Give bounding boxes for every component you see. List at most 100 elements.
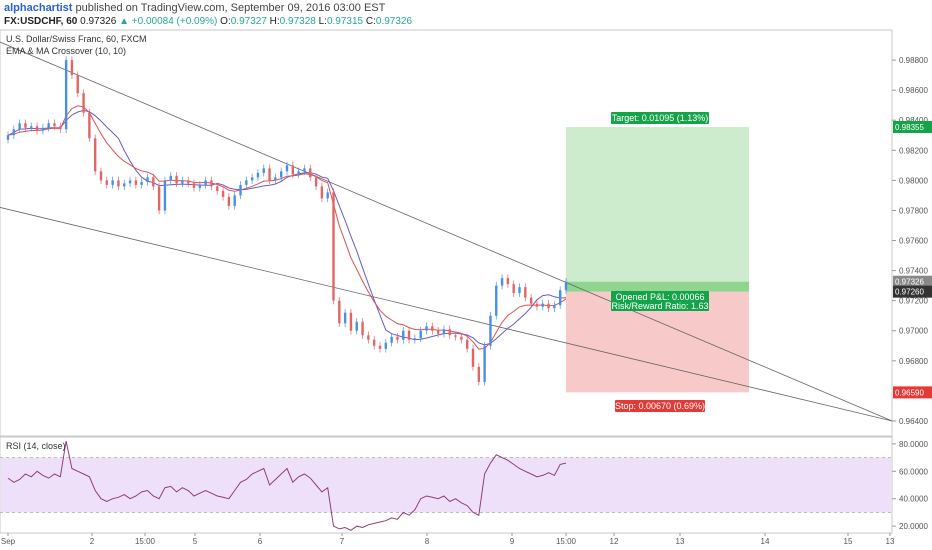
price-axis-label: 0.98000 [899, 176, 928, 185]
target-zone [566, 126, 749, 292]
candle [41, 127, 45, 131]
time-axis-label: 8 [425, 537, 430, 546]
candle [233, 195, 236, 206]
rsi-band [1, 457, 891, 513]
close-label: C: [365, 16, 376, 27]
open-label: O: [220, 16, 231, 27]
candle [59, 126, 62, 130]
candle [314, 177, 318, 187]
candle [558, 290, 562, 306]
candle [111, 180, 114, 185]
publish-line: alphachartist published on TradingView.c… [4, 2, 385, 14]
candle [419, 330, 422, 339]
candle [303, 168, 306, 172]
candle [396, 336, 399, 340]
price-axis-label: 0.98200 [899, 146, 928, 155]
ma-line [7, 109, 567, 346]
candle [524, 287, 527, 298]
candle [64, 60, 68, 130]
candle [169, 175, 172, 181]
candle [355, 321, 358, 331]
candle [245, 180, 248, 185]
candle [181, 180, 184, 184]
candle [326, 192, 329, 199]
candle [93, 138, 97, 172]
stop-label-box [615, 400, 705, 412]
candle [210, 180, 213, 187]
candle [297, 171, 300, 175]
candle [123, 183, 126, 187]
candle [547, 303, 550, 309]
time-axis-label: 5 [193, 537, 198, 546]
target-label-box [611, 112, 709, 124]
rsi-axis-label: 80.0000 [899, 440, 928, 449]
candle [152, 177, 155, 187]
candle [268, 168, 271, 181]
candle [477, 366, 481, 382]
author-link[interactable]: alphachartist [4, 2, 73, 14]
time-axis-label: 15:00 [556, 537, 577, 546]
price-axis-label: 0.97600 [899, 237, 928, 246]
candle [146, 177, 149, 182]
candle [431, 326, 434, 331]
upper-trendline [0, 41, 893, 422]
candle [186, 180, 190, 184]
candle [564, 281, 568, 291]
candle [343, 312, 347, 324]
quote-line: FX:USDCHF, 60 0.97326 ▲ +0.00084 (+0.09%… [4, 16, 412, 27]
candle [425, 326, 428, 331]
candle [512, 284, 515, 294]
candle [378, 345, 382, 349]
candle [448, 329, 451, 336]
time-axis-label: 15 [844, 537, 853, 546]
candle [24, 123, 27, 128]
candle [76, 75, 79, 94]
candle [99, 171, 103, 181]
candle [413, 338, 417, 340]
candle [285, 165, 289, 172]
time-axis-label: 6 [258, 537, 263, 546]
candle [483, 345, 486, 382]
price-marker-box [893, 120, 932, 133]
pnl-label: Opened P&L: 0.00066 [615, 292, 704, 302]
candle [250, 177, 254, 181]
candle [70, 60, 74, 76]
low-label: L: [318, 16, 327, 27]
high-value: 0.97328 [279, 16, 316, 27]
candle [128, 180, 132, 184]
candle [140, 181, 143, 185]
candle [465, 339, 469, 349]
candle [460, 336, 463, 340]
price-axis-label: 0.96400 [899, 417, 928, 426]
stop-label: Stop: 0.00670 (0.69%) [615, 401, 705, 411]
candle [18, 123, 21, 130]
candle [204, 180, 207, 185]
change-arrow-icon: ▲ [119, 16, 129, 27]
rr-label: Risk/Reward Ratio: 1.63 [611, 301, 708, 311]
time-axis-label: 13 [886, 537, 895, 546]
candle [117, 180, 120, 187]
symbol-label: FX:USDCHF, 60 [4, 16, 78, 27]
open-value: 0.97327 [230, 16, 267, 27]
candle [239, 184, 242, 196]
candle [216, 186, 219, 191]
rsi-axis-label: 20.0000 [899, 522, 928, 531]
candle [372, 339, 376, 346]
candle [332, 192, 335, 301]
candle [384, 342, 388, 349]
time-axis-label: 13 [676, 537, 685, 546]
candle [518, 287, 521, 294]
open-pnl-zone [566, 281, 749, 292]
time-axis-label: Sep [1, 537, 16, 546]
candle [262, 168, 265, 173]
price-pane [0, 29, 893, 437]
candle [274, 177, 277, 181]
rsi-axis-label: 40.0000 [899, 495, 928, 504]
price-axis-label: 0.98400 [899, 116, 928, 125]
candle [47, 123, 50, 128]
publish-info: published on TradingView.com, September … [75, 2, 386, 14]
candle [553, 305, 556, 309]
price-axis-label: 0.96800 [899, 357, 928, 366]
price-marker-box [893, 285, 932, 298]
